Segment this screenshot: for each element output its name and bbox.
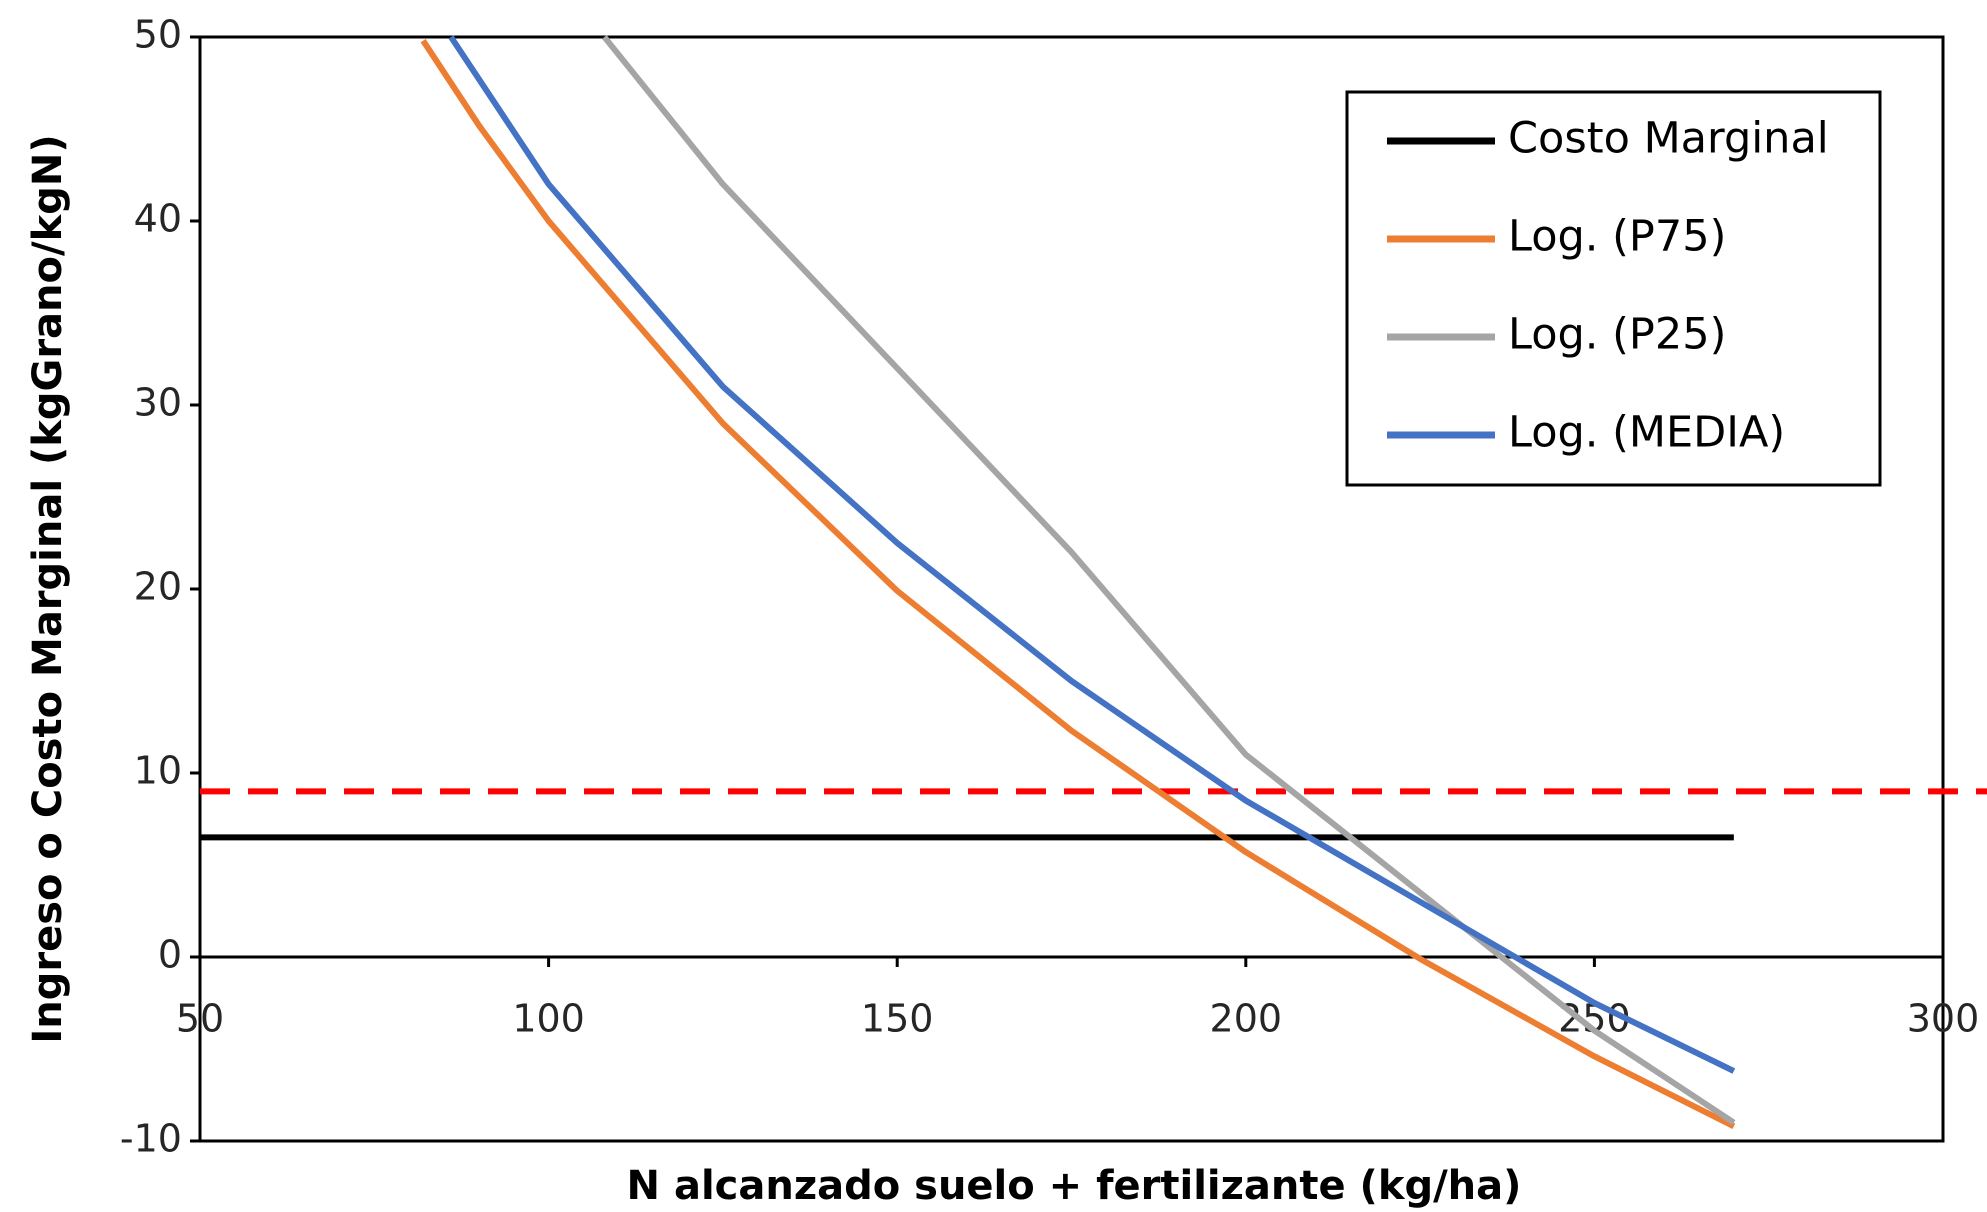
series-line [420,39,1736,1129]
legend-label: Costo Marginal [1508,114,1829,164]
y-tick-label: 0 [158,933,182,977]
series-line [448,35,1736,1074]
legend-label: Log. (MEDIA) [1508,408,1785,458]
y-tick-label: 20 [134,565,182,609]
legend-box [1345,90,1882,487]
y-tick-label: 50 [134,13,182,57]
y-tick-label: 30 [134,381,182,425]
x-tick-label: 50 [176,997,224,1041]
legend-label: Log. (P25) [1508,310,1726,360]
series-line [602,35,1736,1126]
x-tick-label: 300 [1907,997,1980,1041]
y-tick-label: 40 [134,197,182,241]
x-axis-title: N alcanzado suelo + fertilizante (kg/ha) [627,1163,1522,1209]
x-tick-label: 200 [1210,997,1283,1041]
legend-label: Log. (P75) [1508,212,1726,262]
y-tick-label: 10 [134,749,182,793]
x-tick-label: 100 [512,997,585,1041]
x-tick-label: 150 [861,997,934,1041]
y-axis-title: Ingreso o Costo Marginal (kgGrano/kgN) [25,134,71,1043]
y-tick-label: -10 [120,1117,182,1161]
